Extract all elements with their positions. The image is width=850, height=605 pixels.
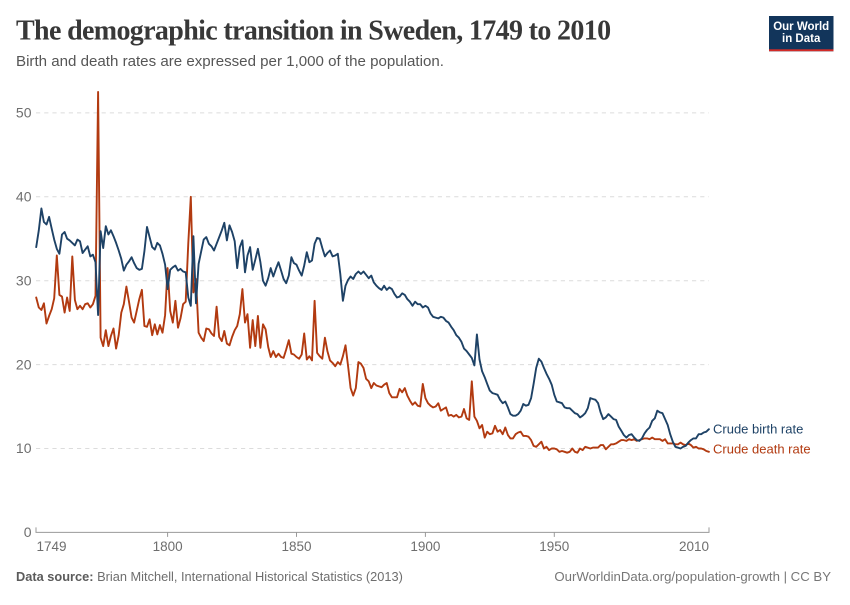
svg-text:2010: 2010 [679,539,709,554]
svg-text:0: 0 [24,524,32,540]
svg-text:Crude birth rate: Crude birth rate [713,422,803,437]
svg-text:30: 30 [16,272,32,288]
svg-text:1950: 1950 [539,539,569,554]
svg-text:The demographic transition in: The demographic transition in Sweden, 17… [16,16,610,47]
svg-text:1749: 1749 [37,539,67,554]
svg-text:Our World: Our World [773,21,829,33]
svg-text:Data source: Brian Mitchell, I: Data source: Brian Mitchell, Internation… [16,569,403,584]
svg-text:1800: 1800 [153,539,183,554]
svg-text:40: 40 [16,189,32,205]
svg-text:in Data: in Data [782,33,821,45]
svg-text:1850: 1850 [281,539,311,554]
svg-text:10: 10 [16,440,32,456]
svg-text:50: 50 [16,105,32,121]
svg-text:20: 20 [16,356,32,372]
svg-text:OurWorldinData.org/population-: OurWorldinData.org/population-growth | C… [554,569,831,584]
svg-text:1900: 1900 [410,539,440,554]
svg-text:Crude death rate: Crude death rate [713,442,811,457]
svg-text:Birth and death rates are expr: Birth and death rates are expressed per … [16,53,444,70]
